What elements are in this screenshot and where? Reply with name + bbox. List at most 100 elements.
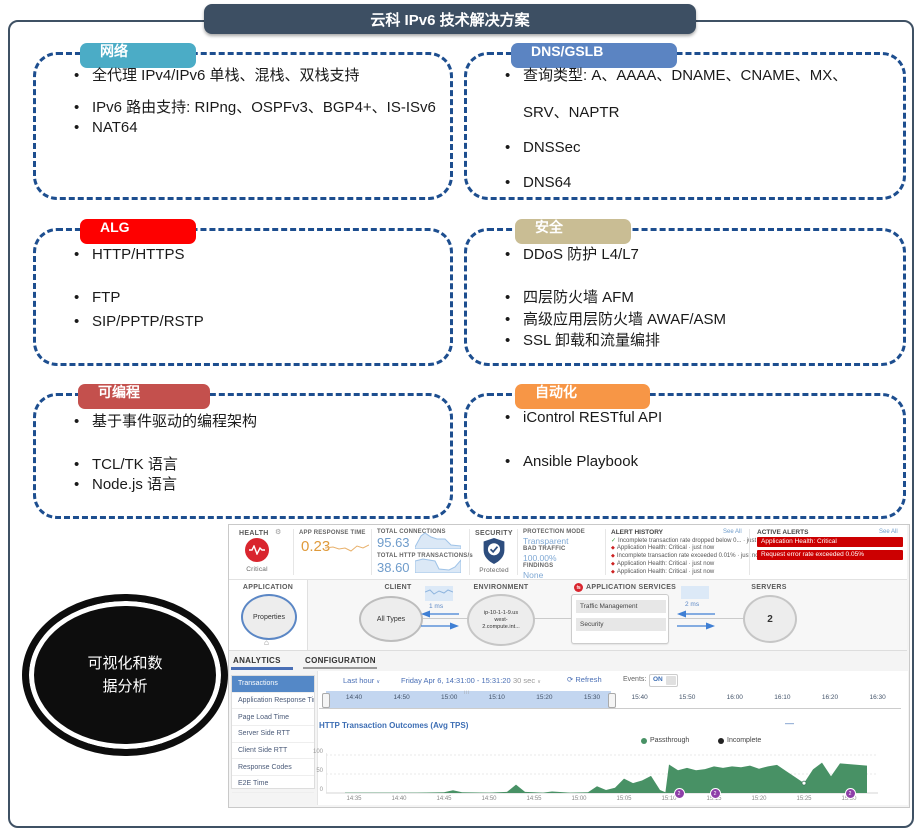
bullet-item: •SRV、NAPTR — [467, 103, 903, 123]
diamond-icon: ◆ — [611, 553, 615, 559]
bullet-item: • SSL 卸载和流量编排 — [467, 331, 903, 351]
diamond-icon: ◆ — [611, 569, 615, 575]
bullet-item: • DDoS 防护 L4/L7 — [467, 245, 903, 265]
feature-box: 可编程 • 基于事件驱动的编程架构 • TCL/TK 语言 • Node.js 语言 — [33, 384, 453, 519]
diamond-icon: ◆ — [611, 561, 615, 567]
gear-icon[interactable]: ⚙ — [275, 529, 282, 536]
timeline[interactable]: ||| 14:40 14:50 15:00 15:10 15:20 15:30 15:40 1… — [319, 689, 901, 709]
events-toggle[interactable]: ON — [649, 674, 678, 687]
bullet-text: NAT64 — [92, 119, 138, 136]
sidebar-item-response-codes[interactable]: Response Codes — [232, 759, 314, 777]
legend-label: Passthrough — [650, 737, 690, 744]
alert-history-text: Incomplete transaction rate dropped belo… — [618, 538, 769, 544]
bullet-item: • iControl RESTful API — [467, 408, 903, 428]
bullet-text: DNS64 — [523, 174, 572, 191]
client-node[interactable]: All Types — [359, 596, 423, 642]
bullet-dot: • — [505, 246, 511, 263]
bullet-dot: • — [74, 67, 80, 84]
health-status-icon[interactable] — [245, 538, 269, 562]
timeline-tick: 15:20 — [536, 694, 553, 701]
server-latency: 2 ms — [685, 601, 700, 608]
client-latency-sparkline — [424, 586, 454, 601]
active-alert-banner[interactable]: Request error rate exceeded 0.05% — [757, 550, 903, 560]
alert-history-see-all[interactable]: See All — [723, 529, 742, 535]
bullet-text: 基于事件驱动的编程架构 — [92, 413, 258, 430]
timeline-selection[interactable] — [326, 691, 611, 708]
bullet-text: 全代理 IPv4/IPv6 单栈、混栈、双栈支持 — [92, 67, 360, 84]
sidebar-item-client-side-rtt[interactable]: Client Side RTT — [232, 743, 314, 760]
metric-app-response-value: 0.23 — [301, 538, 331, 555]
sidebar-item-page-load-time[interactable]: Page Load Time — [232, 709, 314, 727]
event-badge[interactable]: 2 — [709, 788, 721, 799]
alert-history-text: Application Health: Critical · just now — [616, 545, 715, 551]
x-tick-label: 14:50 — [481, 796, 497, 802]
bullet-dot: • — [505, 289, 511, 306]
bullet-dot: • — [74, 413, 80, 430]
alert-history-text: Application Health: Critical · just now — [616, 561, 715, 567]
metric-connections-label: TOTAL CONNECTIONS — [377, 529, 446, 535]
active-alerts-see-all[interactable]: See All — [879, 529, 898, 535]
bad-traffic-value: 100.00% — [523, 553, 557, 563]
shield-icon[interactable] — [483, 538, 505, 564]
legend-item-passthrough[interactable]: Passthrough — [641, 737, 689, 744]
service-row-security[interactable]: Security — [576, 618, 666, 631]
active-alert-banner[interactable]: Application Health: Critical — [757, 537, 903, 547]
bullet-text: 高级应用层防火墙 AWAF/ASM — [523, 311, 727, 328]
servers-node[interactable]: 2 — [743, 595, 797, 643]
bullet-text: Ansible Playbook — [523, 453, 639, 470]
box-label: DNS/GSLB — [511, 43, 677, 68]
legend-item-incomplete[interactable]: Incomplete — [718, 737, 761, 744]
feature-box: ALG • HTTP/HTTPS • FTP • SIP/PPTP/RSTP — [33, 219, 453, 366]
collapse-panel-icon[interactable]: — — [785, 718, 794, 728]
application-services-label: APPLICATION SERVICES — [586, 584, 677, 591]
alert-history-item: ◆ Incomplete transaction rate exceeded 0.… — [611, 553, 763, 559]
protection-mode-value: Transparent — [523, 536, 569, 546]
timeline-tick: 14:40 — [345, 694, 363, 701]
event-badge[interactable]: 2 — [673, 788, 685, 799]
application-node-label: Properties — [253, 613, 285, 621]
timeline-tick: 16:00 — [726, 694, 743, 701]
sidebar-item-transactions[interactable]: Transactions — [232, 676, 314, 693]
data-point-marker[interactable] — [801, 780, 807, 786]
timeline-tick: 16:20 — [821, 694, 839, 701]
client-latency: 1 ms — [429, 603, 444, 610]
alert-history-title: ALERT HISTORY — [611, 529, 664, 536]
house-icon[interactable]: ⌂ — [264, 638, 269, 647]
events-toggle-knob — [666, 676, 676, 685]
alert-history-item: ◆ Application Health: Critical · just now — [611, 561, 714, 567]
client-node-label: All Types — [376, 615, 406, 623]
x-tick-label: 15:10 — [661, 796, 677, 802]
interval-dropdown[interactable]: 30 sec ∨ — [513, 676, 541, 685]
servers-count: 2 — [767, 613, 773, 625]
time-range-dropdown[interactable]: Last hour ∨ — [343, 676, 381, 685]
tab-configuration[interactable]: CONFIGURATION — [305, 656, 376, 665]
service-row-traffic-management[interactable]: Traffic Management — [576, 600, 666, 613]
bullet-text: 四层防火墙 AFM — [523, 289, 634, 306]
box-label-text: 网络 — [100, 43, 128, 59]
bullet-text: 查询类型: A、AAAA、DNAME、CNAME、MX、 — [523, 67, 848, 84]
timeline-tick: 15:00 — [441, 694, 458, 701]
timeline-handle-right[interactable] — [608, 693, 616, 708]
transaction-outcomes-chart[interactable] — [326, 753, 878, 795]
sidebar-item-e2e-time[interactable]: E2E Time — [232, 776, 314, 793]
refresh-button[interactable]: ⟳ Refresh — [567, 675, 602, 684]
tab-analytics[interactable]: ANALYTICS — [233, 656, 281, 665]
application-properties-node[interactable]: Properties — [241, 594, 297, 640]
sidebar-item-server-side-rtt[interactable]: Server Side RTT — [232, 726, 314, 743]
timeline-tick: 15:10 — [488, 694, 505, 701]
passthrough-area — [345, 762, 867, 793]
environment-node-label: ip-10-1-1-9.us west- 2.compute.int... — [482, 609, 520, 630]
event-badge[interactable]: 2 — [844, 788, 856, 799]
y-tick-label: 50 — [316, 768, 323, 774]
environment-node[interactable]: ip-10-1-1-9.us west- 2.compute.int... — [467, 594, 535, 646]
sidebar-item-application-response-time[interactable]: Application Response Time — [232, 693, 314, 710]
page-title-text: 云科 IPv6 技术解决方案 — [370, 11, 530, 29]
timeline-handle-left[interactable] — [322, 693, 330, 708]
metric-transactions-value: 38.60 — [377, 560, 410, 575]
timeline-grip-icon[interactable]: ||| — [464, 689, 471, 694]
bullet-item: • NAT64 — [36, 118, 450, 138]
bullet-text: iControl RESTful API — [523, 409, 663, 426]
arrow-left-icon — [421, 610, 459, 618]
box-label-text: 可编程 — [98, 384, 140, 400]
